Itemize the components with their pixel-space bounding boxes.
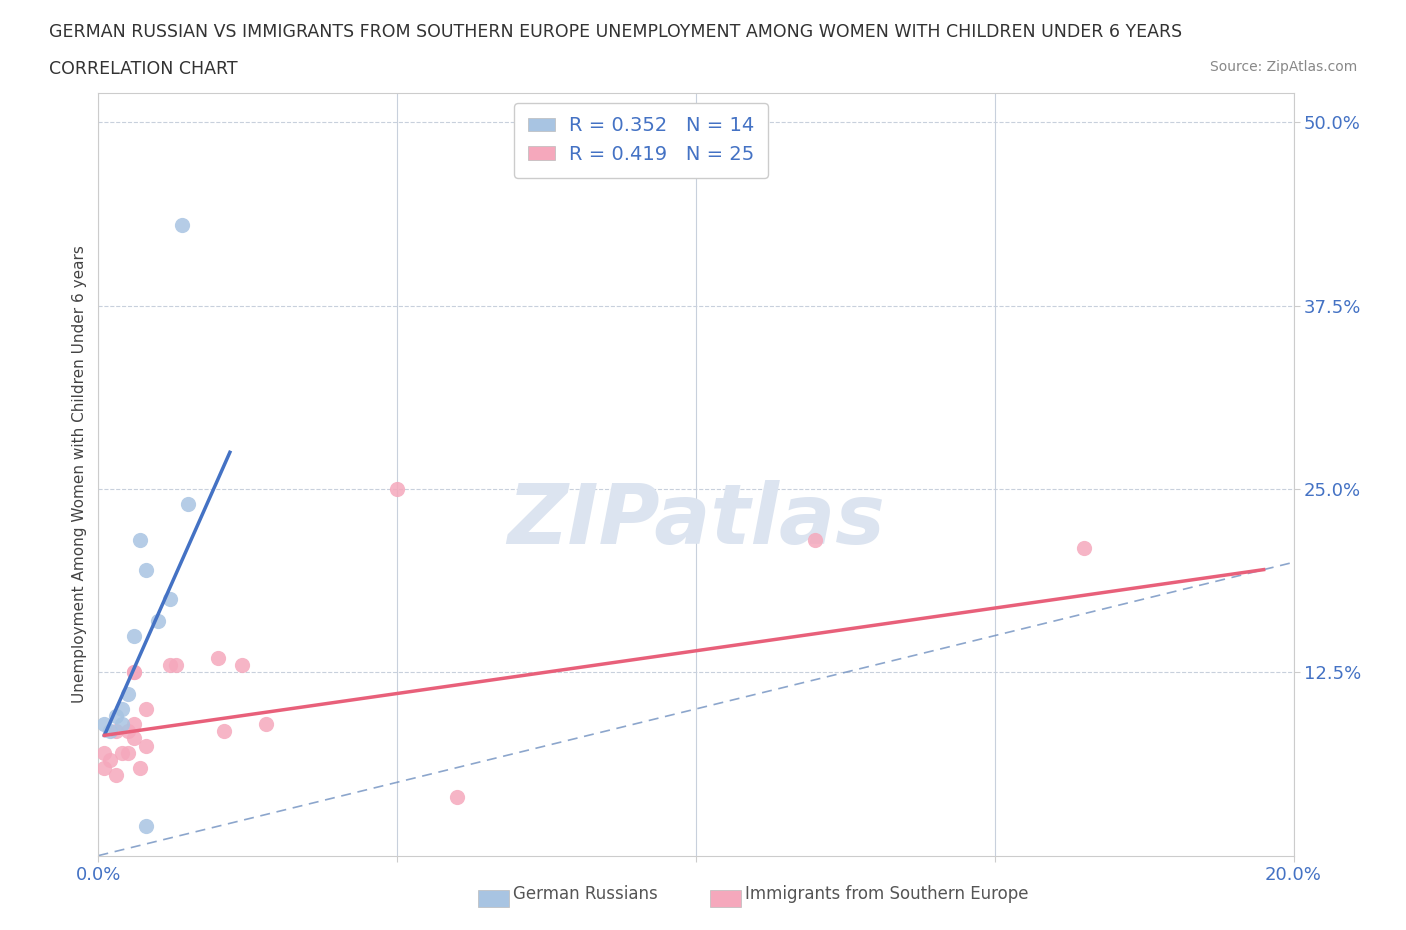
Point (98, 724, 122, 738)
Point (117, 746, 139, 761)
Point (135, 738, 157, 753)
Point (124, 665, 146, 680)
Point (385, 482, 409, 497)
Text: German Russians: German Russians (513, 885, 658, 903)
Text: ZIPatlas: ZIPatlas (508, 480, 884, 561)
Point (135, 818, 157, 833)
Point (111, 716, 134, 731)
Text: GERMAN RUSSIAN VS IMMIGRANTS FROM SOUTHERN EUROPE UNEMPLOYMENT AMONG WOMEN WITH : GERMAN RUSSIAN VS IMMIGRANTS FROM SOUTHE… (49, 23, 1182, 41)
Point (231, 658, 253, 672)
Point (117, 687, 139, 702)
Text: Immigrants from Southern Europe: Immigrants from Southern Europe (745, 885, 1029, 903)
Point (111, 701, 134, 716)
Point (124, 628, 146, 643)
Point (117, 724, 139, 738)
Point (124, 731, 146, 746)
Point (177, 497, 200, 512)
Point (207, 650, 229, 665)
Point (135, 562, 157, 577)
Point (93, 760, 115, 775)
Point (254, 716, 277, 731)
Point (124, 716, 146, 731)
Point (105, 724, 128, 738)
Point (105, 709, 128, 724)
Point (93, 716, 115, 731)
Point (1073, 540, 1095, 555)
Text: CORRELATION CHART: CORRELATION CHART (49, 60, 238, 78)
Point (212, 724, 235, 738)
Point (135, 701, 157, 716)
Text: Source: ZipAtlas.com: Source: ZipAtlas.com (1209, 60, 1357, 74)
Point (165, 658, 187, 672)
Point (129, 760, 152, 775)
Legend: R = 0.352   N = 14, R = 0.419   N = 25: R = 0.352 N = 14, R = 0.419 N = 25 (515, 102, 768, 178)
Point (98, 753, 122, 768)
Point (159, 591, 181, 606)
Point (148, 614, 170, 629)
Point (129, 533, 152, 548)
Point (172, 218, 194, 232)
Point (159, 658, 181, 672)
Y-axis label: Unemployment Among Women with Children Under 6 years: Unemployment Among Women with Children U… (72, 246, 87, 703)
Point (105, 767, 128, 782)
Point (111, 746, 134, 761)
Point (124, 665, 146, 680)
Point (446, 790, 468, 804)
Point (804, 533, 827, 548)
Point (93, 746, 115, 761)
